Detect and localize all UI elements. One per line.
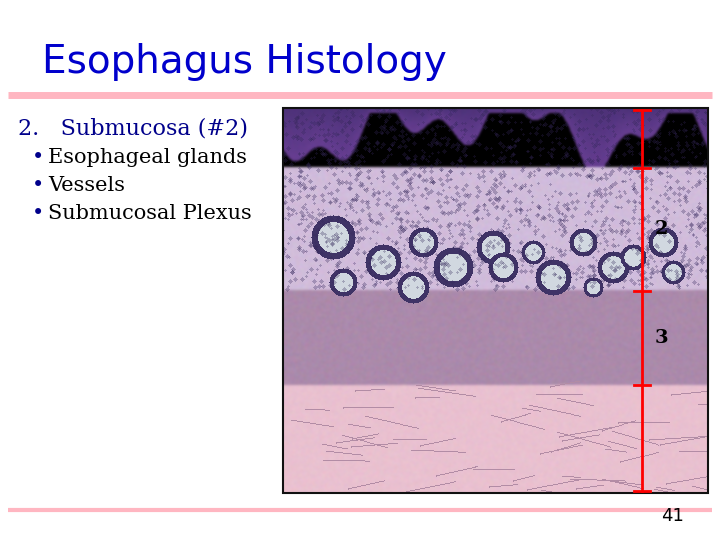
- Text: Vessels: Vessels: [48, 176, 125, 195]
- Text: 2: 2: [655, 220, 669, 238]
- Text: Submucosal Plexus: Submucosal Plexus: [48, 204, 252, 223]
- Text: •: •: [32, 204, 44, 223]
- Text: 3: 3: [655, 329, 669, 347]
- Text: 1: 1: [655, 130, 669, 148]
- Text: 2.   Submucosa (#2): 2. Submucosa (#2): [18, 118, 248, 140]
- Text: •: •: [32, 176, 44, 195]
- Text: Esophageal glands: Esophageal glands: [48, 148, 247, 167]
- Text: •: •: [32, 148, 44, 167]
- Text: Esophagus Histology: Esophagus Histology: [42, 43, 446, 81]
- Bar: [283, 108, 708, 493]
- Text: 41: 41: [660, 507, 683, 525]
